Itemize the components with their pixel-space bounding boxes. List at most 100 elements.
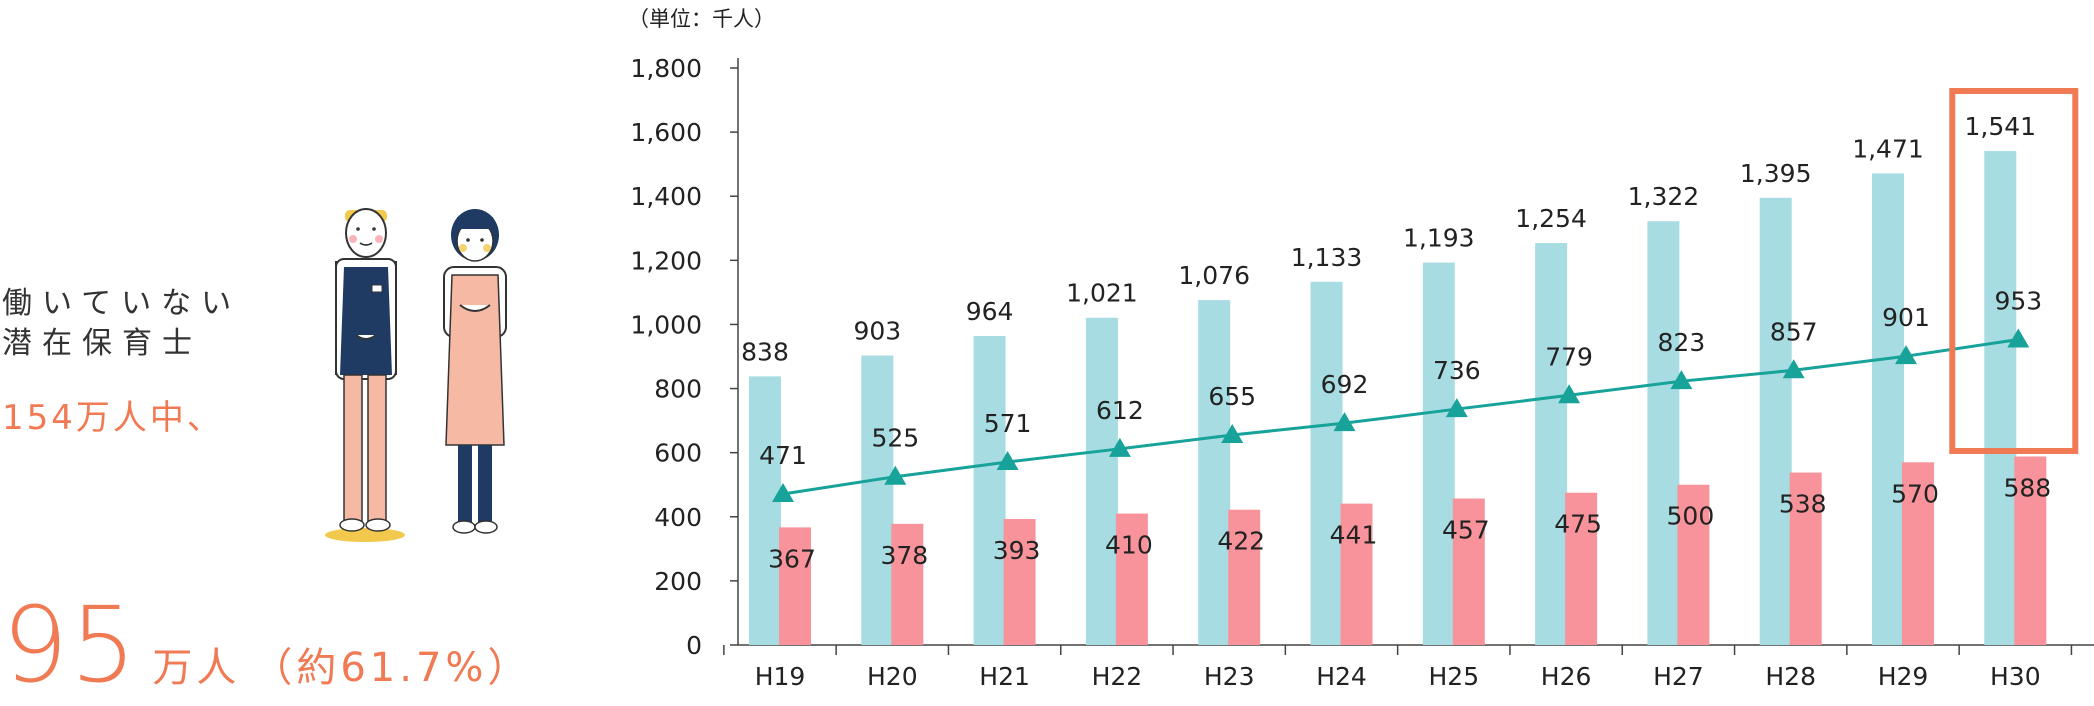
sub-value-label: 457: [1442, 516, 1490, 545]
data-labels: 838 903 964 1,021 1,076 1,133 1,193 1,254 1,322 1…: [741, 112, 2051, 573]
line-value-label: 736: [1433, 356, 1481, 385]
y-tick-label: 1,200: [630, 246, 702, 275]
x-tick-label: H25: [1428, 662, 1479, 691]
sub-value-label: 422: [1217, 527, 1265, 556]
caption-line-1: 働いていない: [2, 286, 242, 321]
bar-sub: [779, 527, 811, 645]
total-bars: [749, 151, 2017, 646]
bar-total: [1422, 262, 1455, 645]
trend-marker: [996, 450, 1019, 470]
bar-total: [1535, 243, 1568, 646]
line-value-label: 692: [1321, 370, 1369, 399]
bar-total: [1872, 173, 1904, 646]
highlight-text: 154万人中、: [2, 398, 224, 438]
total-value-label: 964: [966, 297, 1014, 326]
bar-total: [1647, 221, 1680, 645]
x-tick-label: H27: [1653, 662, 1704, 691]
sub-value-label: 538: [1779, 490, 1827, 519]
trend-marker: [884, 465, 907, 485]
total-value-label: 1,471: [1852, 134, 1924, 163]
sub-bars: [779, 456, 2047, 645]
line-value-label: 857: [1770, 317, 1818, 346]
trend-marker: [1445, 398, 1468, 418]
total-value-label: 1,021: [1066, 279, 1138, 308]
x-tick-label: H19: [755, 662, 806, 691]
bar-sub: [1902, 462, 1934, 645]
highlight-group: [1949, 88, 2079, 454]
total-value-label: 1,133: [1291, 243, 1363, 272]
x-tick-label: H23: [1204, 662, 1255, 691]
sub-value-label: 410: [1105, 531, 1153, 560]
x-tick-label: H22: [1092, 662, 1143, 691]
bar-total: [973, 335, 1006, 645]
trend-marker: [1108, 437, 1131, 457]
total-value-label: 1,395: [1740, 159, 1812, 188]
bar-total: [1198, 300, 1231, 645]
x-tick-label: H21: [979, 662, 1030, 691]
sub-value-label: 475: [1554, 510, 1602, 539]
y-tick-label: 1,000: [630, 310, 702, 339]
total-value-label: 838: [741, 337, 789, 366]
bar-total: [749, 376, 781, 645]
bar-total: [1759, 197, 1792, 645]
bar-total: [1310, 281, 1343, 645]
line-value-label: 571: [984, 409, 1032, 438]
y-tick-label: 1,800: [630, 54, 702, 83]
line-value-label: 655: [1208, 382, 1256, 411]
x-axis: H19 H20 H21 H22 H23 H24 H25 H26 H27 H28 H29 H30: [723, 644, 2094, 691]
highlight-box: [1949, 88, 2079, 454]
headline-figure: 95 万人 （約61.7%）: [2, 584, 531, 706]
x-tick-label: H28: [1765, 662, 1816, 691]
line-value-label: 823: [1658, 328, 1706, 357]
x-tick-label: H20: [867, 662, 918, 691]
female-caregiver-figure: [443, 209, 507, 534]
caption-line-2: 潜在保育士: [2, 326, 202, 361]
bar-line-chart: （単位：千人） 0 200 400 600 800 1,000 1,200 1,400 1,60…: [628, 7, 2094, 691]
left-panel: 働いていない 潜在保育士 154万人中、 95 万人 （約61.7%）: [0, 0, 600, 706]
trend-line-path: [782, 338, 2019, 496]
bar-total: [861, 355, 894, 645]
headline-number: 95: [2, 584, 139, 706]
total-value-label: 1,254: [1515, 204, 1587, 233]
trend-marker: [1558, 384, 1581, 404]
y-axis: 0 200 400 600 800 1,000 1,200 1,400 1,600 1,800: [630, 54, 739, 660]
x-tick-label: H26: [1541, 662, 1592, 691]
bar-sub: [891, 523, 924, 645]
sub-value-label: 588: [2003, 474, 2051, 503]
trend-marker: [1895, 345, 1917, 365]
y-tick-label: 1,600: [630, 118, 702, 147]
line-value-label: 471: [759, 441, 807, 470]
y-tick-label: 1,400: [630, 182, 702, 211]
trend-marker: [1221, 424, 1244, 444]
sub-value-label: 441: [1330, 521, 1378, 550]
caregiver-illustration: [325, 208, 507, 542]
sub-value-label: 393: [993, 536, 1041, 565]
sub-value-label: 378: [880, 541, 928, 570]
sub-value-label: 570: [1891, 479, 1939, 508]
headline-unit: 万人: [152, 645, 241, 691]
y-tick-label: 800: [654, 375, 702, 404]
trend-marker: [1782, 359, 1805, 379]
bar-sub: [2014, 456, 2047, 645]
bar-sub: [1228, 509, 1261, 645]
total-value-label: 903: [853, 317, 901, 346]
total-value-label: 1,193: [1403, 224, 1475, 253]
x-tick-label: H24: [1316, 662, 1367, 691]
line-value-label: 953: [1994, 287, 2042, 316]
y-tick-label: 0: [686, 631, 702, 660]
bar-sub: [1677, 484, 1710, 645]
total-value-label: 1,541: [1965, 112, 2037, 141]
line-value-label: 779: [1545, 342, 1593, 371]
y-tick-label: 400: [654, 503, 702, 532]
sub-value-label: 367: [768, 544, 816, 573]
total-value-label: 1,076: [1178, 261, 1250, 290]
y-tick-label: 200: [654, 567, 702, 596]
bar-sub: [1789, 472, 1822, 645]
male-caregiver-figure: [325, 208, 405, 542]
x-tick-label: H29: [1878, 662, 1929, 691]
x-tick-label: H30: [1990, 662, 2041, 691]
unit-label: （単位：千人）: [628, 7, 775, 31]
total-value-label: 1,322: [1628, 182, 1700, 211]
line-value-label: 901: [1882, 303, 1930, 332]
bar-sub: [1565, 492, 1598, 645]
